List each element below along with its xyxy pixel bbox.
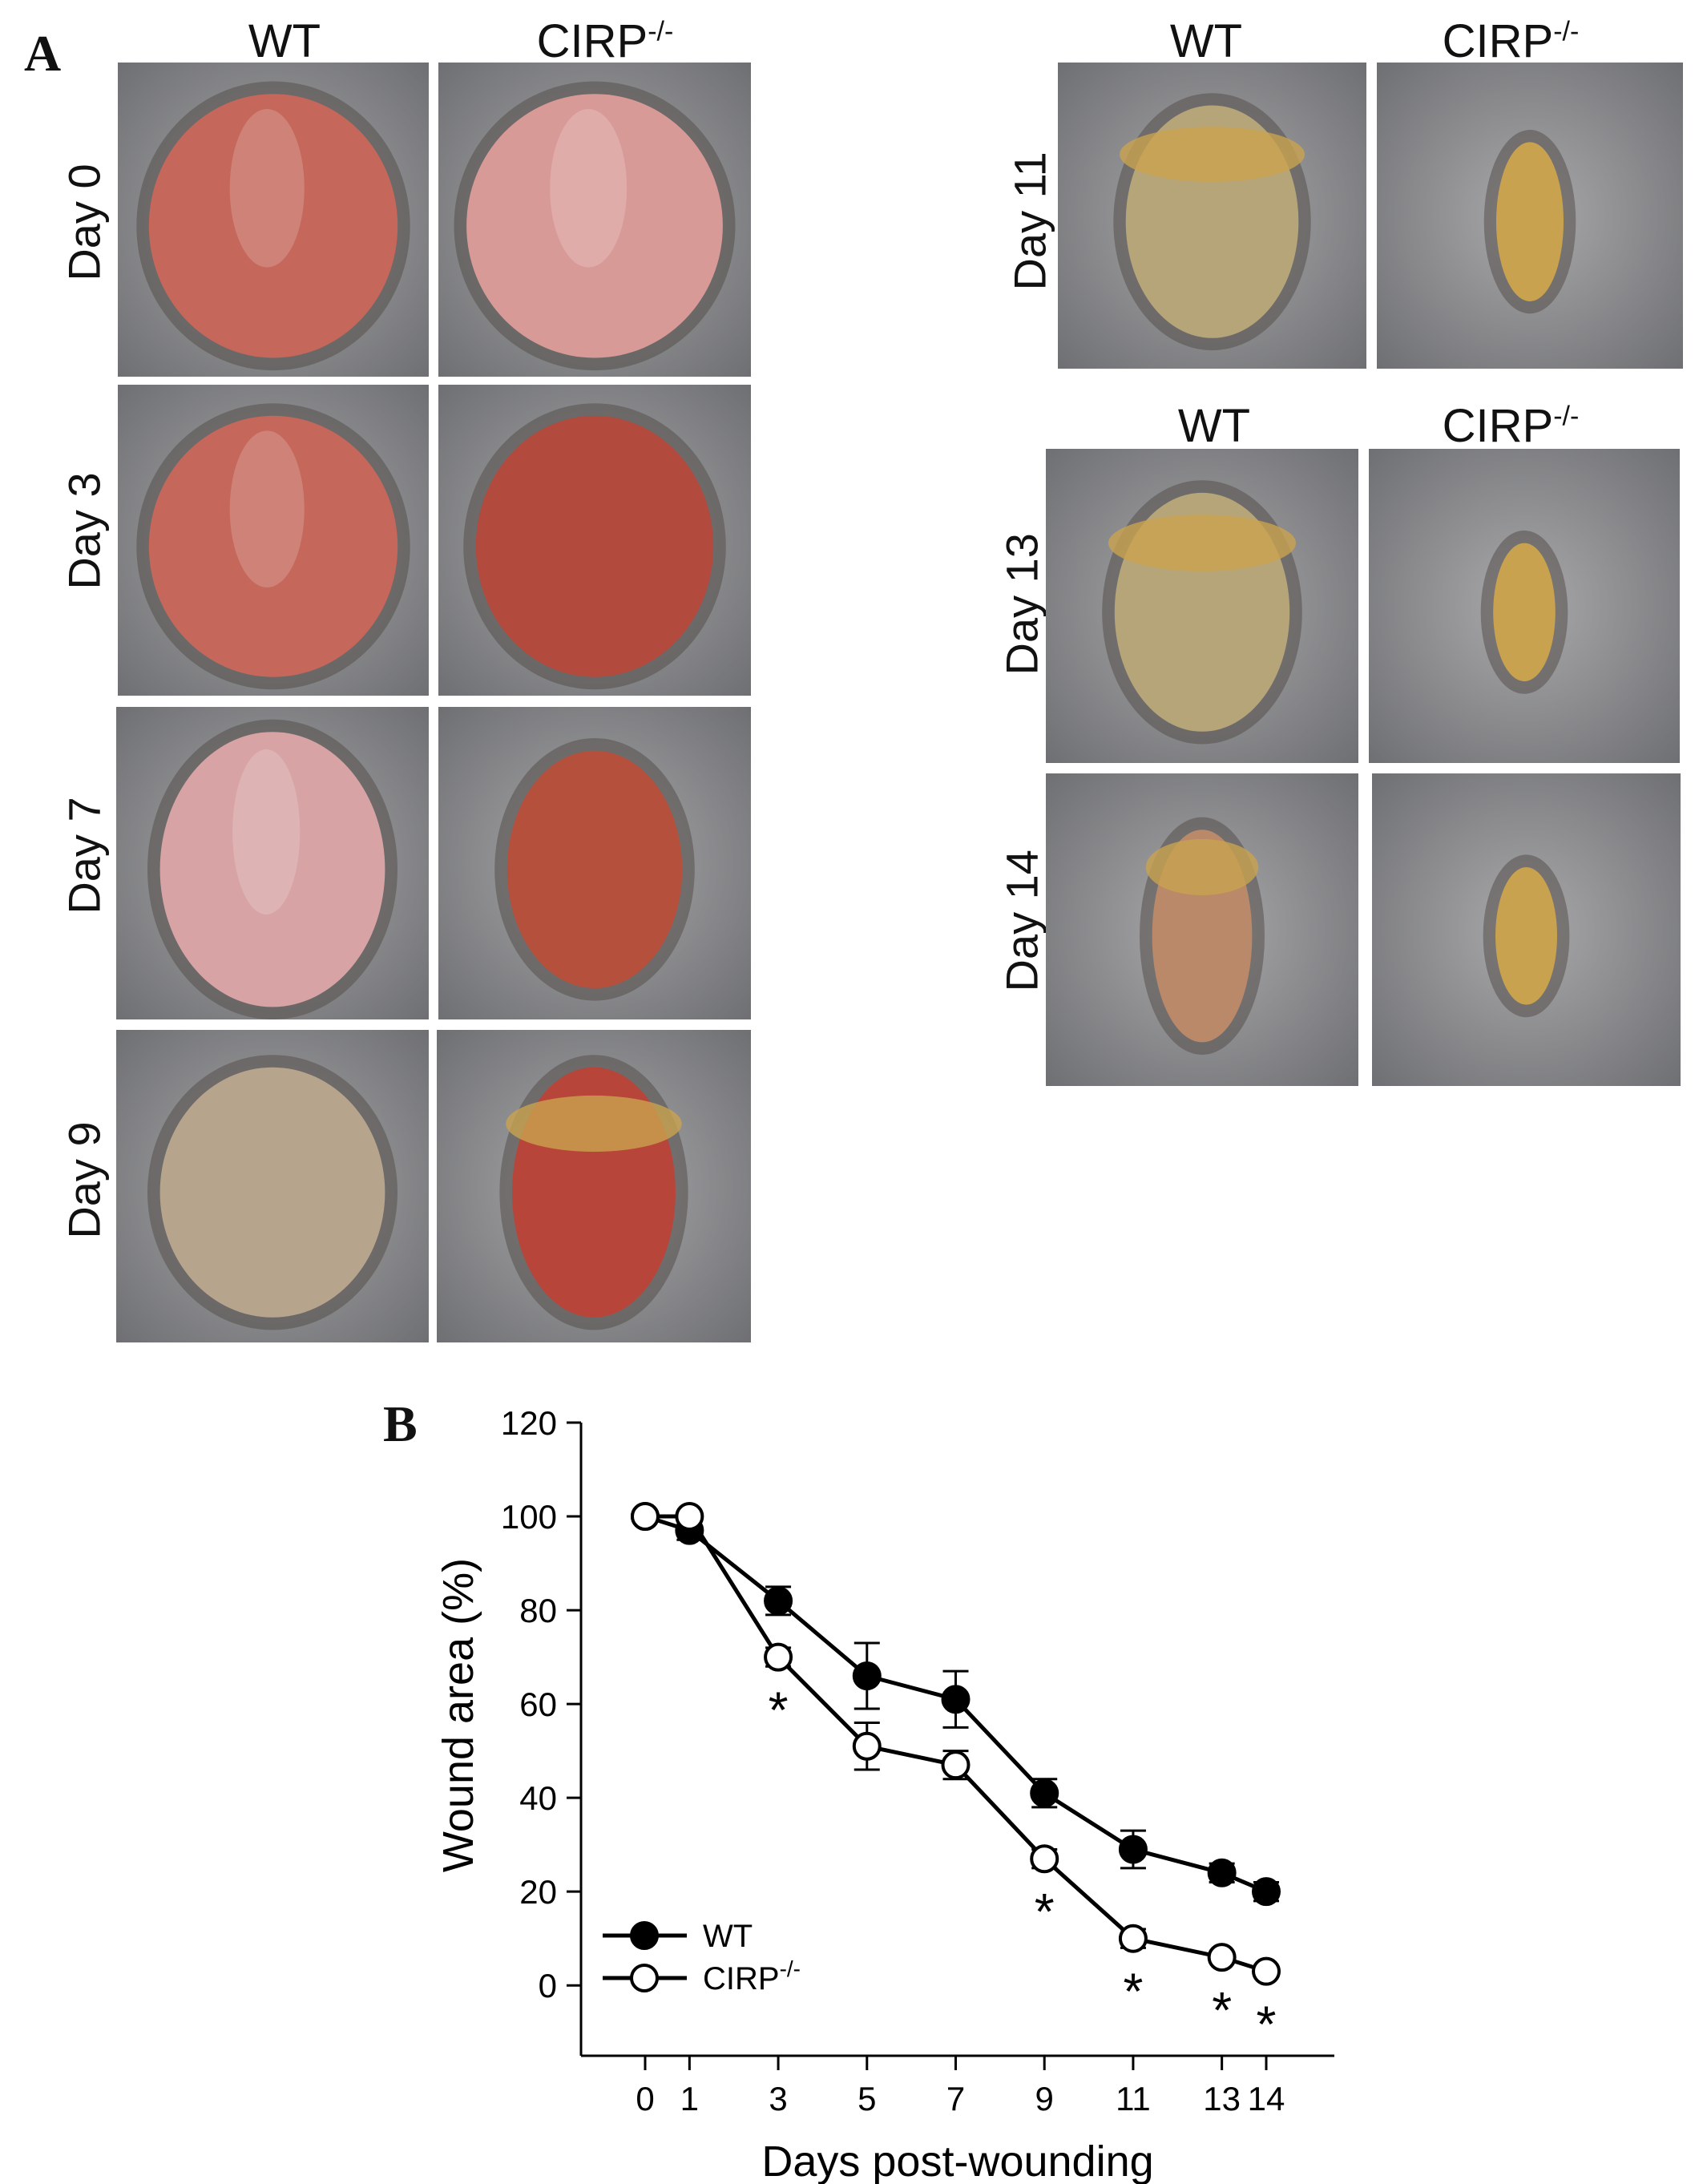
column-header-wt-day13: WT: [1177, 400, 1251, 452]
data-point-cirp: [1252, 1956, 1281, 1986]
wound-photo-image: [1058, 63, 1366, 369]
y-tick-label: 60: [519, 1685, 557, 1723]
legend-label-cirp: CIRP-/-: [703, 1956, 801, 1996]
column-header-cirp-day13: CIRP-/-: [1442, 400, 1580, 452]
wound-photo-wt-day-13: [1046, 449, 1358, 763]
wound-photo-image: [116, 1030, 429, 1342]
significance-star: *: [769, 1681, 789, 1739]
wound-photo-image: [118, 63, 429, 377]
data-point-cirp: [1030, 1844, 1059, 1874]
wound-photo-cirp-day-14: [1372, 773, 1681, 1086]
x-tick-label: 11: [1116, 2080, 1151, 2117]
x-axis-label: Days post-wounding: [761, 2138, 1153, 2184]
wound-photo-image: [1046, 773, 1358, 1086]
wound-photo-cirp-day-7: [438, 707, 751, 1019]
data-point-wt: [1207, 1858, 1237, 1887]
legend-marker-cirp: [630, 1964, 659, 1992]
legend-marker-wt: [630, 1921, 659, 1950]
wound-photo-cirp-day-9: [437, 1030, 751, 1342]
wound-photo-image: [437, 1030, 751, 1342]
data-point-wt: [852, 1661, 882, 1690]
x-tick-label: 7: [946, 2080, 965, 2117]
data-point-cirp: [852, 1731, 882, 1761]
significance-star: *: [1257, 1996, 1277, 2053]
data-point-cirp: [1207, 1943, 1237, 1972]
y-tick-label: 100: [501, 1498, 557, 1536]
wound-photo-cirp-day-0: [438, 63, 751, 377]
data-point-cirp: [675, 1502, 704, 1532]
data-point-cirp: [764, 1642, 793, 1672]
column-header-wt-right: WT: [1169, 15, 1243, 67]
x-tick-label: 1: [680, 2080, 699, 2117]
data-point-wt: [1030, 1778, 1059, 1808]
data-point-cirp: [631, 1502, 660, 1532]
data-point-wt: [941, 1685, 971, 1714]
x-tick-label: 0: [636, 2080, 654, 2117]
data-point-wt: [1252, 1877, 1281, 1907]
legend-label-wt: WT: [703, 1919, 753, 1954]
y-tick-label: 120: [501, 1404, 557, 1442]
wound-photo-image: [1046, 449, 1358, 763]
column-header-cirp-left: CIRP-/-: [536, 15, 674, 67]
x-tick-label: 3: [769, 2080, 787, 2117]
data-point-wt: [1118, 1835, 1148, 1864]
data-point-cirp: [1118, 1924, 1148, 1953]
x-tick-label: 13: [1203, 2080, 1241, 2117]
wound-photo-image: [1369, 449, 1680, 763]
wound-photo-image: [438, 385, 751, 696]
wound-photo-wt-day-3: [118, 385, 429, 696]
wound-photo-image: [1372, 773, 1681, 1086]
significance-star: *: [1212, 1981, 1232, 2039]
wound-photo-image: [438, 707, 751, 1019]
x-tick-label: 9: [1035, 2080, 1054, 2117]
panel-a-letter: A: [24, 25, 62, 82]
significance-star: *: [1035, 1883, 1055, 1940]
wound-photo-wt-day-11: [1058, 63, 1366, 369]
y-axis-label: Wound area (%): [434, 1558, 482, 1872]
wound-photo-cirp-day-13: [1369, 449, 1680, 763]
wound-photo-image: [116, 707, 429, 1019]
significance-star: *: [1123, 1963, 1143, 2021]
y-tick-label: 20: [519, 1873, 557, 1911]
wound-photo-image: [438, 63, 751, 377]
wound-photo-wt-day-14: [1046, 773, 1358, 1086]
wound-photo-cirp-day-11: [1377, 63, 1683, 369]
wound-photo-wt-day-0: [118, 63, 429, 377]
x-tick-label: 5: [858, 2080, 876, 2117]
data-point-cirp: [941, 1750, 971, 1780]
wound-photo-image: [118, 385, 429, 696]
wound-photo-cirp-day-3: [438, 385, 751, 696]
y-tick-label: 0: [539, 1967, 557, 2004]
x-tick-label: 14: [1248, 2080, 1285, 2117]
series-line-cirp: [645, 1514, 1267, 1974]
wound-photo-wt-day-7: [116, 707, 429, 1019]
column-header-cirp-right: CIRP-/-: [1442, 15, 1580, 67]
data-point-wt: [764, 1586, 793, 1616]
wound-photo-wt-day-9: [116, 1030, 429, 1342]
y-tick-label: 80: [519, 1592, 557, 1629]
column-header-wt-left: WT: [248, 15, 321, 67]
wound-photo-image: [1377, 63, 1683, 369]
chart-series: * * * * *: [631, 1502, 1281, 2053]
panel-b-letter: B: [383, 1395, 418, 1452]
y-tick-label: 40: [519, 1779, 557, 1817]
